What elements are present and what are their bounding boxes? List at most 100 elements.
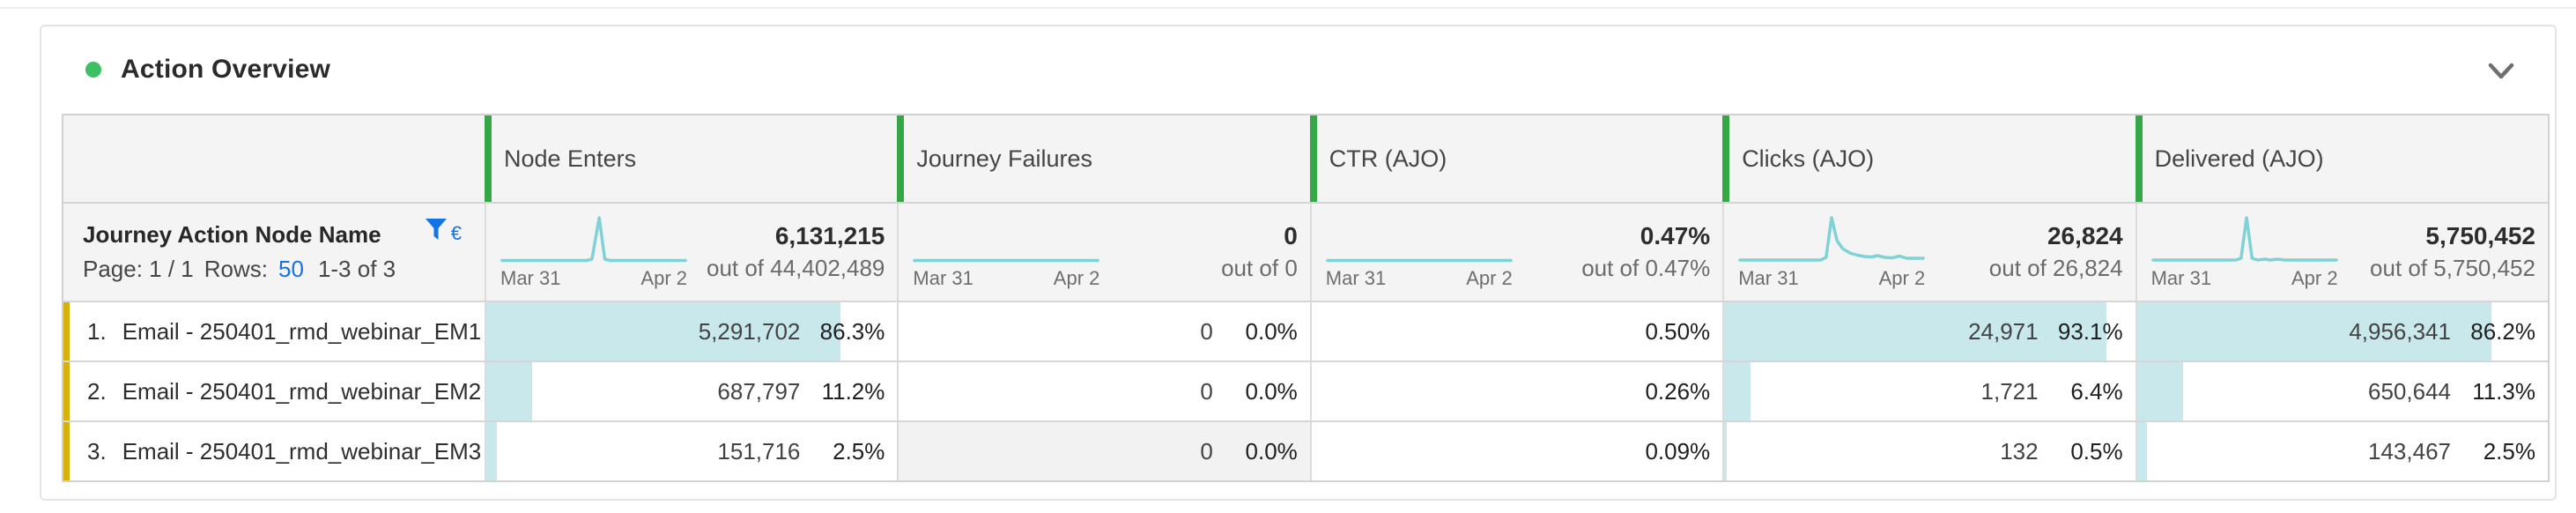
filter-icon[interactable]: € (423, 216, 462, 244)
cell-node-enters: 151,716 2.5% (485, 422, 897, 480)
cell-percent: 0.09% (1645, 437, 1711, 465)
row-name: Email - 250401_rmd_webinar_EM2 (122, 377, 482, 405)
sparkline-ctr-ajo (1326, 258, 1513, 263)
table-row: 1. Email - 250401_rmd_webinar_EM1 5,291,… (63, 301, 2548, 361)
row-name-cell[interactable]: 1. Email - 250401_rmd_webinar_EM1 (63, 302, 485, 361)
column-total: 5,750,452 (2425, 222, 2535, 249)
row-index: 1. (87, 317, 107, 345)
cell-percent: 6.4% (2070, 377, 2123, 405)
cell-bar (1724, 302, 2107, 361)
sparkline-block: Mar 31 Apr 2 (913, 214, 1099, 290)
column-header-delivered-ajo[interactable]: Delivered (AJO) (2135, 115, 2548, 202)
column-header-label: Journey Failures (916, 145, 1092, 172)
panel-header: Action Overview (41, 26, 2555, 111)
cell-value: 687,797 (717, 377, 801, 405)
cell-value: 24,971 (1968, 317, 2039, 345)
cell-percent: 11.3% (2472, 377, 2535, 405)
summary-cell-journey-failures: Mar 31 Apr 2 0 out of 0 (897, 204, 1310, 301)
sparkline-block: Mar 31 Apr 2 (2151, 214, 2338, 290)
cell-ctr-ajo: 0.09% (1309, 422, 1722, 480)
cell-journey-failures: 0 0.0% (897, 422, 1310, 480)
rows-label: Rows: (204, 256, 269, 282)
row-index: 3. (87, 437, 107, 465)
dimension-header-cell: Journey Action Node Name Page: 1 / 1 Row… (63, 204, 485, 301)
column-header-label: Clicks (AJO) (1742, 145, 1875, 172)
cell-percent: 0.0% (1245, 437, 1298, 465)
cell-value: 4,956,341 (2349, 317, 2451, 345)
cell-ctr-ajo: 0.50% (1309, 302, 1722, 361)
column-header-ctr-ajo[interactable]: CTR (AJO) (1309, 115, 1723, 202)
column-out-of: out of 5,750,452 (2370, 255, 2535, 281)
page-top-divider (0, 7, 2576, 9)
spark-start-label: Mar 31 (2150, 267, 2212, 289)
cell-bar (486, 362, 533, 420)
table-row: 2. Email - 250401_rmd_webinar_EM2 687,79… (63, 361, 2548, 420)
column-out-of: out of 0.47% (1581, 255, 1711, 281)
column-out-of: out of 0 (1221, 255, 1298, 281)
spark-start-label: Mar 31 (1325, 267, 1387, 289)
cell-node-enters: 5,291,702 86.3% (485, 302, 897, 361)
cell-value: 650,644 (2368, 377, 2451, 405)
sparkline-block: Mar 31 Apr 2 (1326, 214, 1513, 290)
cell-value: 132 (2000, 437, 2039, 465)
sparkline-block: Mar 31 Apr 2 (1738, 214, 1925, 290)
rows-per-page-select[interactable]: 50 (278, 256, 304, 282)
cell-percent: 93.1% (2057, 317, 2123, 345)
action-overview-panel: Action Overview Node Enters Journey Fail… (40, 25, 2557, 501)
dimension-title: Journey Action Node Name (83, 221, 381, 248)
cell-percent: 0.26% (1645, 377, 1711, 405)
sparkline-journey-failures (913, 258, 1100, 263)
column-header-node-enters[interactable]: Node Enters (485, 115, 898, 202)
spark-end-label: Apr 2 (1878, 267, 1926, 289)
cell-journey-failures: 0 0.0% (897, 302, 1309, 361)
table-row: 3. Email - 250401_rmd_webinar_EM3 151,71… (63, 420, 2548, 480)
panel-title: Action Overview (121, 55, 331, 84)
cell-delivered-ajo: 4,956,341 86.2% (2135, 302, 2548, 361)
column-out-of: out of 26,824 (1988, 255, 2123, 281)
cell-value: 1,721 (1980, 377, 2039, 405)
table-header-row: Node Enters Journey Failures CTR (AJO) C… (63, 115, 2548, 202)
column-out-of: out of 44,402,489 (706, 255, 885, 281)
dimension-header-spacer (63, 115, 485, 202)
cell-bar (2136, 362, 2184, 420)
sparkline-node-enters (500, 216, 687, 263)
cell-journey-failures: 0 0.0% (897, 362, 1309, 420)
cell-percent: 0.0% (1245, 377, 1298, 405)
row-name-cell[interactable]: 2. Email - 250401_rmd_webinar_EM2 (63, 362, 485, 420)
row-index: 2. (87, 377, 107, 405)
cell-percent: 86.3% (819, 317, 885, 345)
cell-clicks-ajo: 1,721 6.4% (1722, 362, 2135, 420)
cell-value: 143,467 (2368, 437, 2451, 465)
cell-value: 0 (1200, 377, 1213, 405)
summary-cell-ctr-ajo: Mar 31 Apr 2 0.47% out of 0.47% (1309, 204, 1723, 301)
table-summary-row: Journey Action Node Name Page: 1 / 1 Row… (63, 202, 2548, 301)
collapse-chevron-icon[interactable] (2484, 56, 2518, 85)
cell-value: 151,716 (717, 437, 801, 465)
spark-start-label: Mar 31 (500, 267, 561, 289)
summary-cell-clicks-ajo: Mar 31 Apr 2 26,824 out of 26,824 (1722, 204, 2136, 301)
column-total: 0 (1284, 222, 1298, 249)
cell-clicks-ajo: 132 0.5% (1722, 422, 2135, 480)
column-header-journey-failures[interactable]: Journey Failures (897, 115, 1310, 202)
sparkline-block: Mar 31 Apr 2 (500, 214, 687, 290)
action-table: Node Enters Journey Failures CTR (AJO) C… (62, 114, 2550, 482)
row-name-cell[interactable]: 3. Email - 250401_rmd_webinar_EM3 (63, 422, 485, 480)
column-header-label: Node Enters (504, 145, 637, 172)
cell-delivered-ajo: 143,467 2.5% (2135, 422, 2548, 480)
cell-percent: 2.5% (2483, 437, 2535, 465)
cell-percent: 0.5% (2070, 437, 2123, 465)
cell-node-enters: 687,797 11.2% (485, 362, 897, 420)
spark-end-label: Apr 2 (640, 267, 687, 289)
column-total: 6,131,215 (774, 222, 885, 249)
sparkline-delivered-ajo (2150, 216, 2338, 262)
column-header-clicks-ajo[interactable]: Clicks (AJO) (1722, 115, 2136, 202)
panel-status-dot (85, 62, 101, 78)
cell-bar (1724, 362, 1751, 420)
cell-percent: 11.2% (821, 377, 885, 405)
cell-value: 0 (1200, 437, 1213, 465)
cell-bar (2136, 422, 2148, 480)
column-total: 0.47% (1640, 222, 1711, 249)
filter-badge: € (450, 222, 462, 244)
cell-percent: 0.0% (1245, 317, 1298, 345)
column-header-label: Delivered (AJO) (2154, 145, 2324, 172)
